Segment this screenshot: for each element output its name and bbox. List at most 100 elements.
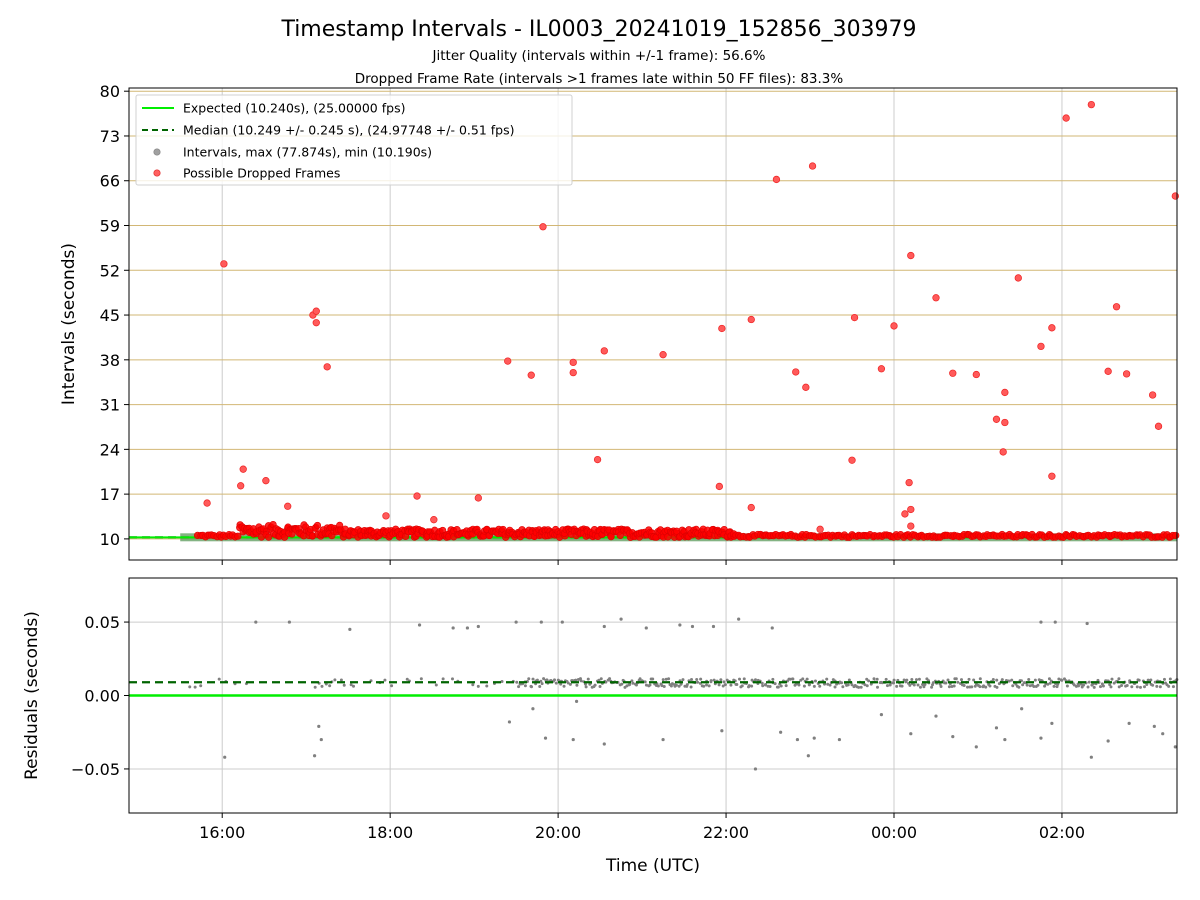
residual-dense-point [826, 682, 830, 686]
residual-point-11 [507, 720, 512, 724]
residual-dense-point [801, 677, 805, 681]
residual-dense-point [717, 683, 721, 687]
intervals-y-axis-label: Intervals (seconds) [59, 243, 79, 405]
residual-dense-point [988, 684, 992, 688]
residual-dense-point [1092, 685, 1096, 689]
residual-dense-point [1055, 685, 1059, 689]
residual-point-27 [720, 729, 724, 733]
intervals-grid [129, 88, 1177, 560]
dropped-frame-point-8 [312, 319, 320, 327]
residual-dense-point [643, 680, 647, 684]
residual-dense-point [638, 677, 642, 681]
residual-dense-point [931, 681, 935, 685]
dropped-frame-point-10 [382, 512, 390, 520]
residual-dense-point [1027, 677, 1031, 681]
residual-dense-point [664, 677, 668, 681]
dropped-frame-point-42 [972, 370, 980, 379]
residual-dense-point [1057, 677, 1061, 681]
residual-dense-point [1011, 684, 1015, 688]
residual-dense-point [788, 677, 792, 681]
dropped-frame-point-46 [1001, 418, 1009, 427]
residual-dense-point [1025, 683, 1029, 687]
residual-dense-point [545, 678, 549, 682]
residual-dense-point [895, 684, 899, 688]
residual-point-38 [934, 714, 938, 718]
residual-dense-point [896, 678, 900, 682]
residual-dense-point [818, 684, 822, 688]
residual-dense-point [667, 677, 671, 681]
residual-dense-point [807, 682, 811, 686]
residual-dense-point [850, 683, 854, 687]
residual-dense-point [559, 682, 563, 686]
residual-dense-point [634, 683, 638, 687]
residual-dense-point [847, 678, 851, 682]
dropped-frame-point-3 [239, 465, 247, 473]
dropped-frame-dense-point [234, 532, 242, 540]
intervals-y-tick-label-4: 38 [100, 351, 120, 370]
residual-dense-point [539, 679, 543, 683]
dropped-frame-point-22 [715, 482, 723, 491]
dropped-frame-point-16 [539, 223, 547, 231]
residual-dense-point [586, 677, 590, 681]
residual-dense-point [737, 677, 741, 681]
dropped-frame-point-52 [1087, 100, 1095, 109]
residual-dense-point [669, 684, 673, 688]
residual-dense-point [722, 680, 726, 684]
residual-point-6 [348, 627, 352, 632]
residual-dense-point [523, 684, 527, 688]
residual-point-22 [644, 626, 648, 630]
residual-dense-point [531, 677, 535, 681]
residual-dense-point [959, 678, 963, 682]
residual-dense-point [530, 685, 534, 689]
residual-dense-point [681, 678, 685, 682]
residual-dense-point [583, 682, 587, 686]
residual-point-32 [795, 737, 800, 742]
dropped-frame-rate-subtitle: Dropped Frame Rate (intervals >1 frames … [355, 71, 844, 87]
intervals-axes-frame [128, 87, 1178, 561]
residual-dense-point [1021, 683, 1025, 687]
residual-point-5 [319, 737, 323, 742]
residuals-y-tick-label-0: −0.05 [71, 760, 120, 779]
residual-dense-point [1108, 683, 1112, 687]
residual-dense-point [188, 685, 192, 689]
residual-dense-point [1086, 685, 1090, 689]
dropped-frame-point-48 [1037, 342, 1045, 351]
dropped-frame-point-43 [992, 415, 1001, 423]
residual-dense-point [1077, 684, 1081, 688]
residual-dense-point [674, 683, 678, 687]
residual-dense-point [995, 678, 999, 682]
residual-dense-point [593, 683, 597, 687]
residual-dense-point [833, 685, 837, 689]
residual-dense-point [978, 677, 982, 681]
residual-dense-point [604, 680, 608, 684]
dropped-frame-point-30 [816, 525, 824, 533]
residual-point-8 [451, 626, 455, 630]
residual-point-51 [1127, 721, 1131, 726]
intervals-panel: 10 17 24 31 38 45 52 59 66 73 80 Intervals (second… [59, 82, 1180, 565]
residual-point-41 [994, 726, 999, 730]
residual-dense-point [1101, 684, 1105, 688]
residual-dense-point [857, 685, 861, 689]
residual-dense-point [761, 684, 765, 688]
residual-dense-point [872, 677, 876, 681]
residual-point-4 [317, 724, 321, 728]
residual-point-10 [476, 624, 480, 629]
residual-dense-point [747, 684, 751, 688]
residual-dense-point [383, 678, 387, 682]
residual-point-23 [661, 737, 665, 742]
residual-dense-point [651, 677, 655, 681]
residual-dense-point [597, 678, 601, 682]
residual-dense-point [910, 677, 914, 681]
residual-dense-point [984, 685, 988, 689]
residual-dense-point [1138, 685, 1142, 689]
residual-dense-point [707, 684, 711, 688]
residual-point-21 [619, 617, 623, 621]
chart-title: Timestamp Intervals - IL0003_20241019_15… [280, 17, 916, 42]
residual-dense-point [1130, 685, 1134, 689]
dropped-frame-point-39 [907, 522, 915, 530]
residual-dense-point [662, 684, 666, 688]
residual-dense-point [553, 678, 557, 682]
residual-dense-point [575, 683, 579, 687]
residual-dense-point [802, 684, 806, 688]
dropped-frame-point-32 [850, 313, 859, 322]
